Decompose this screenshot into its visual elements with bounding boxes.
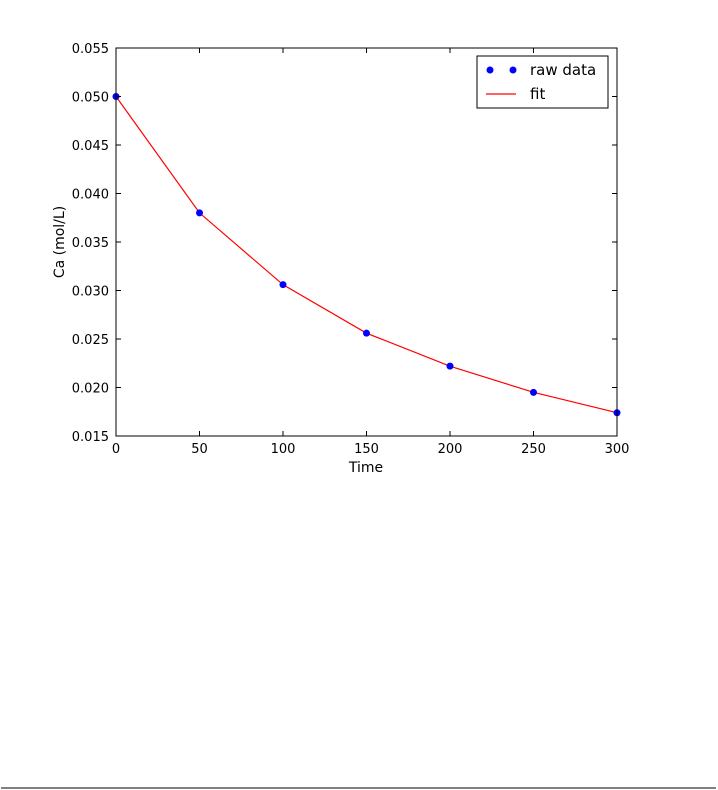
x-tick-label: 250 — [521, 442, 546, 457]
legend-raw-data-label: raw data — [530, 61, 596, 79]
y-tick-label: 0.040 — [72, 188, 109, 203]
legend-fit-label: fit — [530, 85, 545, 103]
x-tick-label: 150 — [354, 442, 379, 457]
y-axis-title: Ca (mol/L) — [52, 206, 68, 278]
y-tick-label: 0.055 — [72, 42, 109, 57]
y-tick-label: 0.045 — [72, 139, 109, 154]
x-tick-label: 300 — [605, 442, 630, 457]
raw-data-point — [530, 388, 537, 396]
raw-data-point — [363, 329, 370, 337]
y-tick-label: 0.030 — [72, 285, 109, 300]
x-axis-title: Time — [348, 460, 383, 476]
plot-area — [112, 93, 621, 417]
legend-box — [476, 55, 609, 109]
legend-raw-data-marker-1 — [486, 66, 494, 74]
x-tick-label: 0 — [112, 442, 120, 457]
x-tick-label: 100 — [271, 442, 296, 457]
y-tick-label: 0.020 — [72, 382, 109, 397]
plot-frame — [115, 47, 618, 437]
raw-data-point — [446, 362, 454, 370]
axis-ticks: 0 50 100 150 200 250 300 0.015 0.020 0.025 0.030 0.… — [72, 42, 630, 457]
legend-raw-data-marker-2 — [509, 66, 517, 74]
raw-data-point — [196, 209, 203, 217]
x-tick-label: 50 — [191, 442, 208, 457]
legend: raw data fit — [476, 55, 609, 109]
x-tick-label: 200 — [438, 442, 463, 457]
y-tick-label: 0.015 — [72, 430, 109, 445]
y-tick-label: 0.035 — [72, 236, 109, 251]
y-tick-label: 0.050 — [72, 91, 109, 106]
y-tick-label: 0.025 — [72, 333, 109, 348]
raw-data-point — [279, 281, 287, 289]
